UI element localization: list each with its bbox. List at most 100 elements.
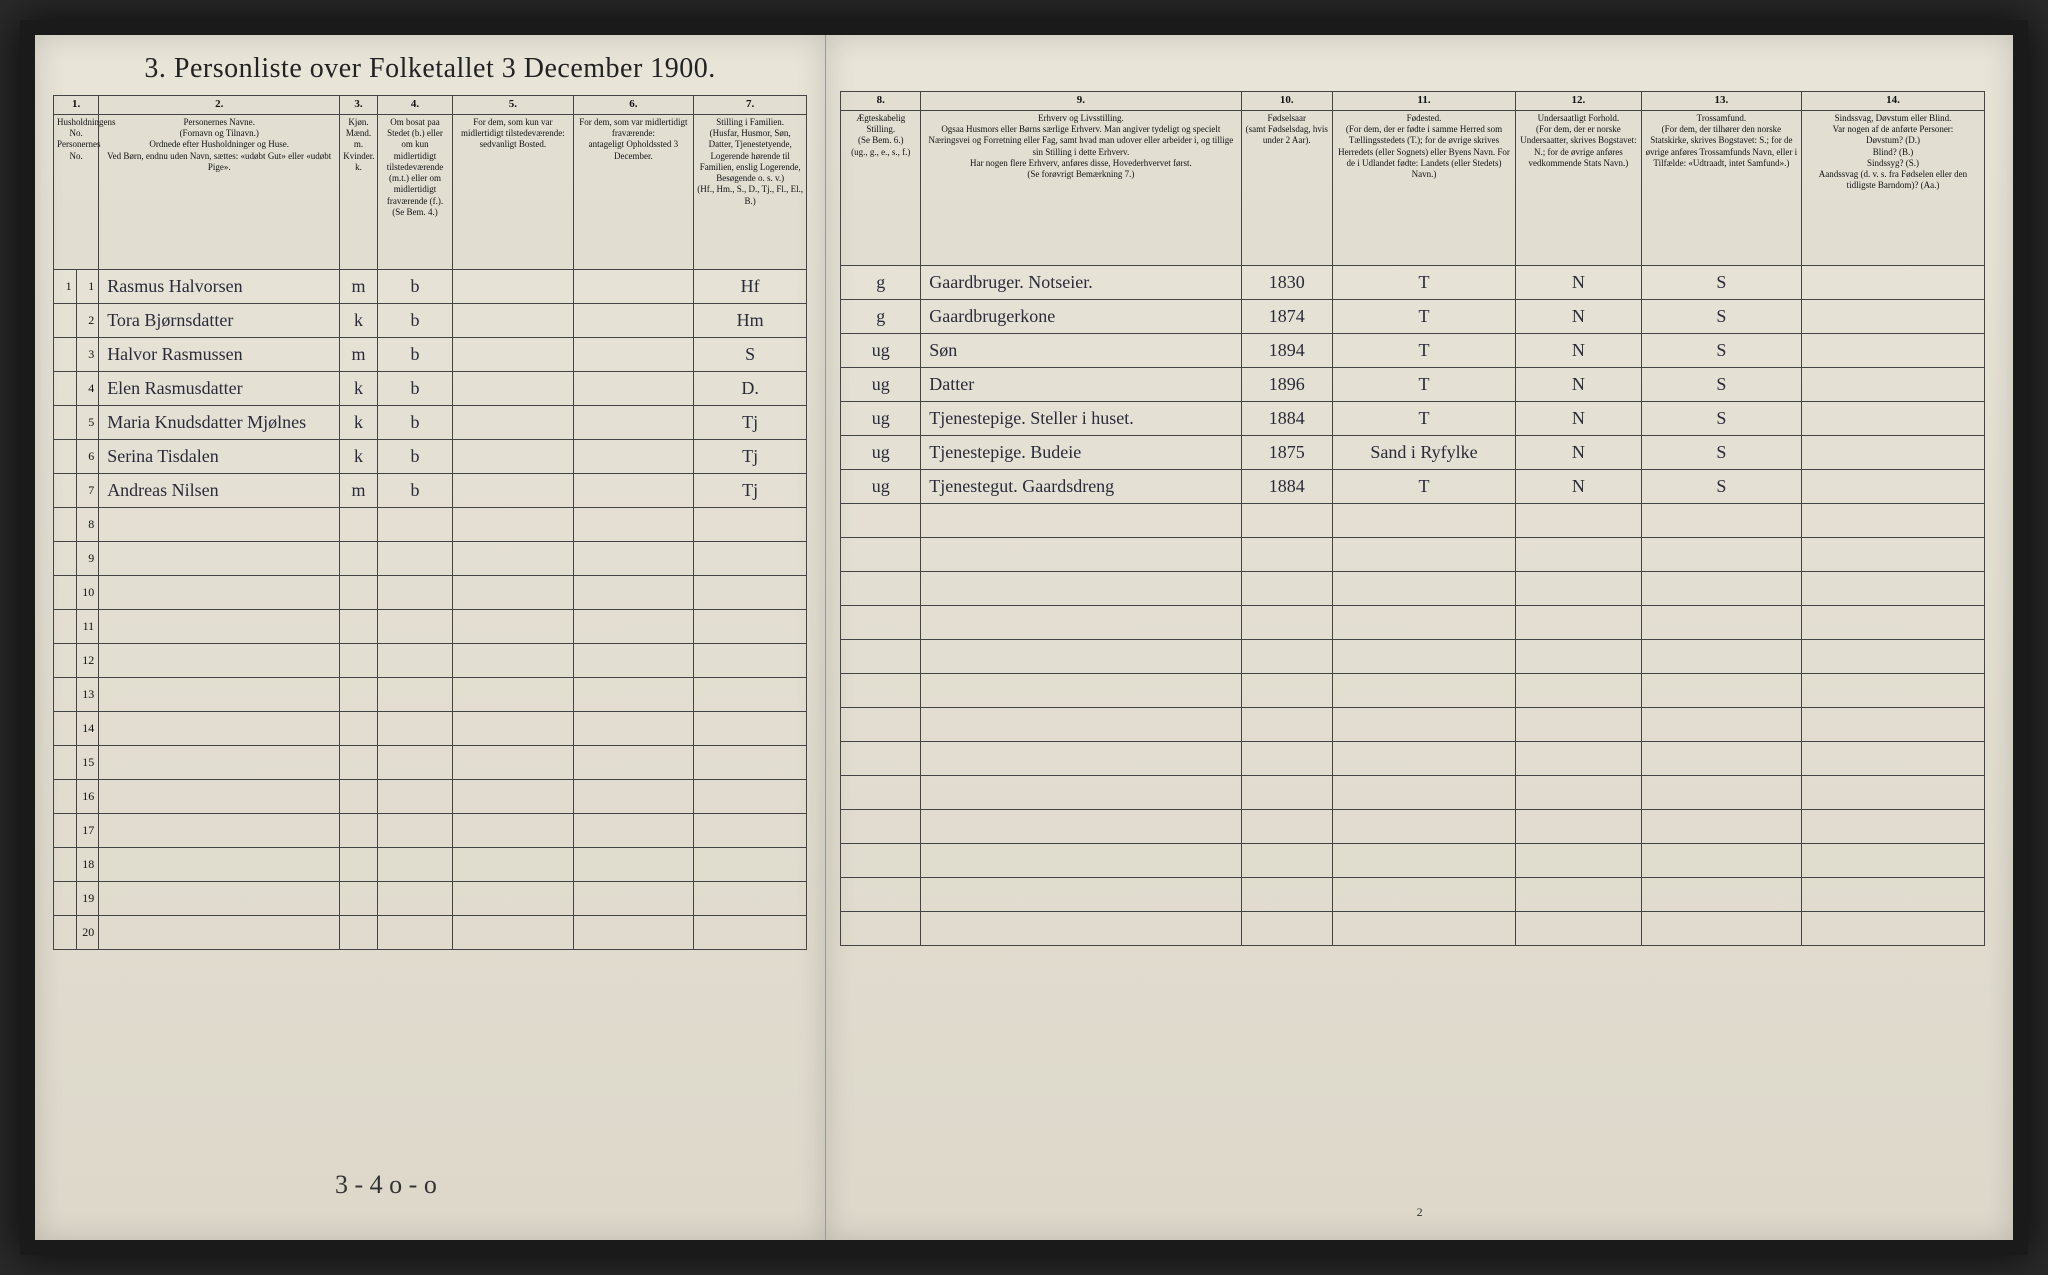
cell <box>377 779 452 813</box>
cell <box>841 911 921 945</box>
cell: 11 <box>76 609 99 643</box>
table-row: 11 <box>54 609 807 643</box>
cell: b <box>377 371 452 405</box>
cell <box>340 813 378 847</box>
cell <box>340 609 378 643</box>
cell <box>453 405 574 439</box>
cell <box>54 439 77 473</box>
cell <box>1516 707 1642 741</box>
cell <box>1641 809 1801 843</box>
cell <box>1801 367 1984 401</box>
cell <box>1333 707 1516 741</box>
cell <box>377 813 452 847</box>
cell <box>1641 707 1801 741</box>
cell <box>1516 639 1642 673</box>
cell <box>573 881 694 915</box>
col-num: 2. <box>99 96 340 115</box>
cell <box>453 439 574 473</box>
cell: S <box>1641 333 1801 367</box>
cell: m <box>340 269 378 303</box>
cell <box>1516 537 1642 571</box>
cell <box>573 643 694 677</box>
cell <box>377 677 452 711</box>
cell <box>573 779 694 813</box>
cell <box>573 575 694 609</box>
cell: N <box>1516 469 1642 503</box>
table-row: ugSøn1894TNS <box>841 333 1985 367</box>
cell: Tj <box>694 473 807 507</box>
cell <box>1641 571 1801 605</box>
cell <box>1801 299 1984 333</box>
page-title: 3. Personliste over Folketallet 3 Decemb… <box>35 35 825 95</box>
cell <box>1641 537 1801 571</box>
cell <box>99 643 340 677</box>
cell <box>1801 775 1984 809</box>
cell <box>841 503 921 537</box>
cell <box>1641 877 1801 911</box>
cell <box>1516 775 1642 809</box>
cell: m <box>340 473 378 507</box>
cell <box>1801 435 1984 469</box>
cell: N <box>1516 265 1642 299</box>
table-row <box>841 707 1985 741</box>
cell <box>340 745 378 779</box>
cell <box>1516 843 1642 877</box>
table-row: 9 <box>54 541 807 575</box>
cell <box>841 605 921 639</box>
cell: S <box>1641 367 1801 401</box>
col-num: 12. <box>1516 92 1642 111</box>
cell: S <box>1641 299 1801 333</box>
cell: 1894 <box>1241 333 1333 367</box>
table-row: 10 <box>54 575 807 609</box>
cell <box>1801 707 1984 741</box>
cell <box>573 711 694 745</box>
cell <box>54 507 77 541</box>
table-row <box>841 775 1985 809</box>
census-table-right: 8.9.10.11.12.13.14. Ægteskabelig Stillin… <box>840 91 1985 946</box>
cell <box>340 541 378 575</box>
cell: 12 <box>76 643 99 677</box>
col-num: 7. <box>694 96 807 115</box>
cell: 1 <box>54 269 77 303</box>
cell <box>573 405 694 439</box>
cell: Serina Tisdalen <box>99 439 340 473</box>
cell <box>1516 741 1642 775</box>
col-header: For dem, som var midlertidigt fraværende… <box>573 114 694 269</box>
cell <box>453 813 574 847</box>
cell <box>453 541 574 575</box>
cell <box>377 711 452 745</box>
table-row <box>841 843 1985 877</box>
table-row: ugDatter1896TNS <box>841 367 1985 401</box>
table-row: 3Halvor RasmussenmbS <box>54 337 807 371</box>
col-num: 3. <box>340 96 378 115</box>
cell <box>54 677 77 711</box>
table-row: 4Elen RasmusdatterkbD. <box>54 371 807 405</box>
cell <box>694 779 807 813</box>
cell <box>694 575 807 609</box>
cell <box>1333 741 1516 775</box>
cell: ug <box>841 333 921 367</box>
col-header: Husholdningens No. Personernes No. <box>54 114 99 269</box>
cell <box>99 677 340 711</box>
cell: b <box>377 439 452 473</box>
cell <box>1516 571 1642 605</box>
cell: b <box>377 473 452 507</box>
col-num: 14. <box>1801 92 1984 111</box>
cell <box>1641 605 1801 639</box>
cell: Gaardbrugerkone <box>921 299 1241 333</box>
cell: ug <box>841 435 921 469</box>
cell: S <box>1641 469 1801 503</box>
table-row: ugTjenestepige. Budeie1875Sand i Ryfylke… <box>841 435 1985 469</box>
cell <box>1801 639 1984 673</box>
cell <box>573 541 694 575</box>
cell <box>694 813 807 847</box>
table-row: 20 <box>54 915 807 949</box>
cell <box>1641 673 1801 707</box>
col-header: Sindssvag, Døvstum eller Blind. Var noge… <box>1801 110 1984 265</box>
cell <box>921 877 1241 911</box>
cell <box>377 575 452 609</box>
cell <box>1241 537 1333 571</box>
cell <box>573 439 694 473</box>
cell <box>921 707 1241 741</box>
col-num: 1. <box>54 96 99 115</box>
